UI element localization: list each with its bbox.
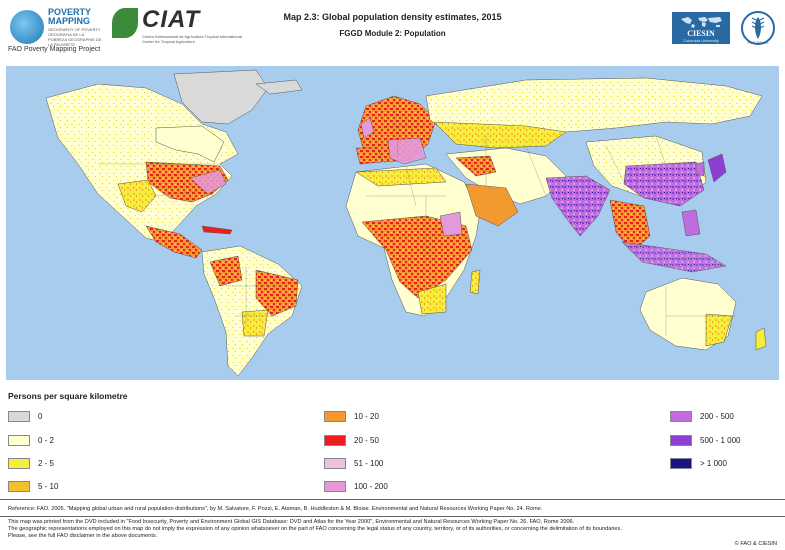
legend-item: 0 - 2	[8, 434, 54, 446]
legend-label: 51 - 100	[354, 458, 384, 468]
legend-swatch	[324, 410, 346, 422]
landmass-layer	[45, 69, 767, 377]
divider-line	[0, 516, 785, 517]
print-note: This map was printed from the DVD includ…	[8, 519, 575, 525]
legend-item: 51 - 100	[324, 457, 383, 469]
leaf-icon	[112, 8, 138, 38]
legend-label: 10 - 20	[354, 411, 379, 421]
reference-text: Reference: FAO. 2005. "Mapping global ur…	[8, 506, 543, 512]
ciesin-logo: CIESIN Columbia University	[672, 12, 730, 44]
map-title: Map 2.3: Global population density estim…	[283, 12, 502, 22]
divider-line	[0, 499, 785, 500]
globe-icon	[10, 10, 44, 44]
world-map-icon	[681, 17, 722, 28]
legend-item: > 1 000	[670, 457, 727, 469]
legend-swatch	[324, 480, 346, 492]
legend-label: 200 - 500	[700, 411, 734, 421]
copyright: © FAO & CIESIN	[734, 541, 777, 547]
legend-swatch	[8, 410, 30, 422]
logo-small-text: GEOGRAPHY OF POVERTY GEOGRAFIA DE LA POB…	[48, 27, 102, 47]
legend-label: 500 - 1 000	[700, 435, 741, 445]
legend-label: 0	[38, 411, 43, 421]
legend-item: 20 - 50	[324, 434, 379, 446]
legend-item: 500 - 1 000	[670, 434, 740, 446]
legend-label: 100 - 200	[354, 481, 388, 491]
ciat-name: CIAT	[142, 6, 201, 33]
legend-swatch	[324, 434, 346, 446]
map-header: POVERTY MAPPING GEOGRAPHY OF POVERTY GEO…	[0, 0, 785, 62]
legend-swatch	[670, 457, 692, 469]
logo-word-2: MAPPING	[48, 16, 91, 26]
legend-swatch	[670, 434, 692, 446]
legend-swatch	[324, 457, 346, 469]
legend-item: 2 - 5	[8, 457, 54, 469]
ciat-subtitle: Centro Internacional de Agricultura Trop…	[142, 34, 242, 44]
legend-swatch	[8, 457, 30, 469]
logo-word-1: POVERTY	[48, 7, 92, 17]
legend-swatch	[670, 410, 692, 422]
svg-text:FIAT PANIS: FIAT PANIS	[747, 40, 768, 45]
legend-label: 2 - 5	[38, 458, 55, 468]
legend-swatch	[8, 480, 30, 492]
ciesin-name: CIESIN	[687, 29, 715, 38]
legend-label: 0 - 2	[38, 435, 55, 445]
disclaimer-reference: Please, see the full FAO disclaimer in t…	[8, 533, 158, 539]
fao-logo: FIAT PANIS	[741, 11, 775, 45]
map-subtitle: FGGD Module 2: Population	[339, 29, 446, 38]
country-borders	[98, 105, 736, 336]
world-population-map	[6, 66, 779, 380]
legend-title: Persons per square kilometre	[8, 391, 128, 401]
legend-item: 5 - 10	[8, 480, 58, 492]
ciesin-university: Columbia University	[683, 38, 719, 43]
disclaimer-note: The geographic representations employed …	[8, 526, 622, 532]
legend-item: 10 - 20	[324, 410, 379, 422]
legend-item: 100 - 200	[324, 480, 388, 492]
ciat-logo: CIAT Centro Internacional de Agricultura…	[112, 6, 242, 44]
legend-swatch	[8, 434, 30, 446]
legend-label: > 1 000	[700, 458, 727, 468]
poverty-mapping-logo: POVERTY MAPPING GEOGRAPHY OF POVERTY GEO…	[8, 6, 102, 47]
legend-label: 20 - 50	[354, 435, 379, 445]
legend-item: 0	[8, 410, 42, 422]
fao-project-label: FAO Poverty Mapping Project	[8, 46, 101, 53]
legend-item: 200 - 500	[670, 410, 734, 422]
legend-label: 5 - 10	[38, 481, 59, 491]
